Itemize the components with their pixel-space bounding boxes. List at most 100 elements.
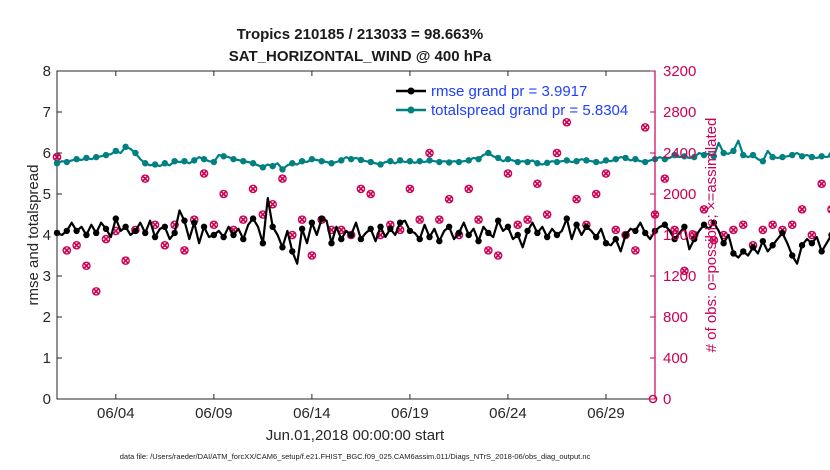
totalspread-point bbox=[710, 153, 718, 160]
totalspread-point bbox=[602, 157, 610, 164]
obs-possible-point bbox=[248, 184, 258, 194]
totalspread-point bbox=[73, 155, 80, 163]
totalspread-point bbox=[583, 157, 590, 164]
rmse-point bbox=[573, 221, 580, 228]
rmse-point bbox=[818, 248, 825, 255]
obs-possible-point bbox=[513, 220, 523, 230]
totalspread-point bbox=[592, 158, 600, 166]
x-tick-label: 06/04 bbox=[97, 405, 135, 422]
rmse-point bbox=[514, 231, 521, 239]
rmse-point bbox=[749, 244, 757, 251]
obs-assimilated-point bbox=[484, 246, 492, 254]
totalspread-point bbox=[318, 158, 325, 165]
obs-possible-point bbox=[238, 215, 248, 224]
obs-assimilated-point bbox=[788, 221, 796, 229]
obs-possible-point bbox=[307, 251, 317, 260]
rmse-point bbox=[318, 215, 325, 222]
rmse-point bbox=[436, 237, 443, 245]
obs-possible-point bbox=[160, 240, 170, 250]
obs-assimilated-point bbox=[445, 195, 453, 203]
totalspread-point bbox=[534, 160, 541, 167]
obs-possible-point bbox=[817, 179, 826, 189]
totalspread-point bbox=[700, 151, 708, 159]
totalspread-point bbox=[553, 158, 561, 166]
rmse-point bbox=[808, 240, 816, 247]
y-left-axis-ticks: 0 1 2 3 4 5 6 7 8 bbox=[43, 63, 62, 408]
obs-assimilated-point bbox=[278, 175, 287, 183]
rmse-point bbox=[357, 235, 365, 243]
totalspread-point bbox=[171, 158, 178, 165]
rmse-point bbox=[63, 227, 71, 235]
obs-assimilated-point bbox=[288, 231, 296, 239]
obs-possible-point bbox=[631, 246, 640, 255]
obs-assimilated-point bbox=[769, 221, 777, 229]
rmse-point bbox=[583, 223, 590, 230]
obs-possible-point bbox=[82, 261, 91, 271]
totalspread-point bbox=[465, 157, 472, 164]
rmse-point bbox=[132, 227, 139, 235]
obs-possible-point bbox=[503, 169, 513, 178]
totalspread-point bbox=[230, 155, 237, 163]
obs-possible-point bbox=[680, 266, 689, 276]
totalspread-point bbox=[161, 160, 169, 167]
rmse-point bbox=[534, 229, 541, 237]
obs-assimilated-series bbox=[53, 118, 830, 295]
rmse-point bbox=[524, 227, 531, 235]
y-left-tick-label: 0 bbox=[43, 391, 51, 408]
totalspread-point bbox=[641, 158, 649, 166]
y-right-tick-label: 0 bbox=[663, 391, 671, 408]
rmse-point bbox=[622, 231, 629, 239]
obs-assimilated-point bbox=[504, 169, 512, 178]
totalspread-point bbox=[406, 158, 414, 165]
obs-possible-point bbox=[738, 220, 748, 230]
totalspread-point bbox=[504, 155, 512, 163]
rmse-point bbox=[730, 250, 737, 257]
obs-possible-point bbox=[464, 184, 474, 194]
obs-assimilated-point bbox=[680, 267, 688, 275]
totalspread-point bbox=[740, 151, 747, 159]
totalspread-point bbox=[279, 166, 286, 173]
rmse-point bbox=[338, 235, 345, 243]
rmse-point bbox=[151, 233, 159, 241]
obs-possible-point bbox=[542, 210, 552, 219]
obs-assimilated-point bbox=[759, 226, 767, 234]
legend: rmse grand pr = 3.9917 totalspread grand… bbox=[396, 83, 628, 119]
y-right-tick-label: 2400 bbox=[663, 145, 696, 162]
obs-assimilated-point bbox=[367, 190, 375, 198]
obs-possible-point bbox=[827, 205, 830, 214]
totalspread-point bbox=[347, 155, 355, 163]
rmse-point bbox=[494, 217, 502, 224]
totalspread-point bbox=[269, 162, 276, 170]
obs-possible-point bbox=[346, 230, 356, 240]
obs-possible-point bbox=[552, 148, 562, 158]
rmse-point bbox=[681, 223, 688, 230]
rmse-point bbox=[632, 227, 639, 235]
totalspread-point bbox=[612, 155, 619, 163]
rmse-point bbox=[377, 223, 384, 230]
obs-possible-point bbox=[787, 220, 797, 230]
rmse-point bbox=[789, 252, 796, 259]
totalspread-point bbox=[475, 155, 482, 163]
y-left-tick-label: 4 bbox=[43, 227, 51, 244]
obs-possible-point bbox=[601, 169, 611, 178]
rmse-point bbox=[641, 229, 649, 237]
obs-assimilated-point bbox=[808, 231, 816, 239]
obs-possible-point bbox=[758, 225, 768, 235]
x-tick-label: 06/29 bbox=[587, 405, 625, 422]
rmse-point bbox=[308, 219, 316, 226]
obs-assimilated-point bbox=[53, 153, 61, 161]
totalspread-point bbox=[789, 151, 796, 159]
rmse-point bbox=[83, 231, 90, 239]
totalspread-point bbox=[524, 158, 531, 166]
legend-rmse-label: rmse grand pr = 3.9917 bbox=[431, 83, 587, 100]
rmse-point bbox=[740, 248, 747, 255]
legend-rmse-marker bbox=[407, 87, 415, 95]
obs-assimilated-point bbox=[602, 169, 610, 178]
totalspread-point bbox=[543, 159, 551, 167]
obs-assimilated-point bbox=[631, 246, 639, 254]
rmse-point bbox=[142, 229, 149, 237]
obs-possible-point bbox=[415, 215, 425, 224]
rmse-point bbox=[455, 229, 463, 237]
obs-assimilated-point bbox=[180, 246, 189, 254]
obs-possible-point bbox=[405, 184, 415, 194]
